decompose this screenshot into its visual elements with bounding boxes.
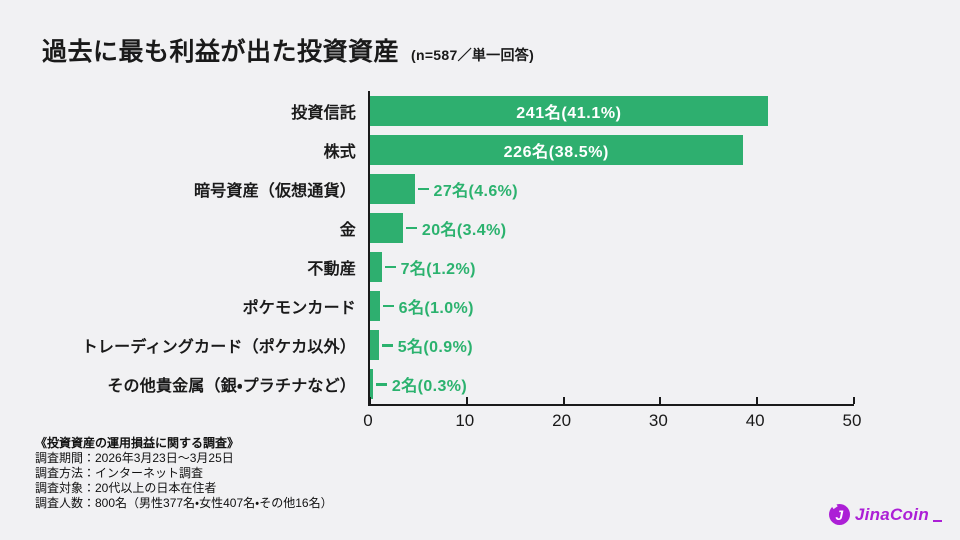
leader-line bbox=[384, 265, 396, 269]
bar-value-label: 27名(4.6%) bbox=[433, 182, 519, 200]
x-axis-tick-labels: 0 10 20 30 40 50 bbox=[363, 411, 861, 433]
category-label: 金 bbox=[339, 221, 356, 239]
x-axis-tick-label: 50 bbox=[842, 411, 862, 430]
bar-value-label: 6名(1.0%) bbox=[398, 300, 474, 318]
title-block: 過去に最も利益が出た投資資産 (n=587／単一回答) bbox=[42, 32, 534, 68]
jinacoin-logo: J JinaCoin bbox=[828, 504, 942, 525]
bar-value-label: 5名(0.9%) bbox=[397, 339, 473, 357]
x-axis-tick bbox=[465, 397, 468, 404]
x-axis-tick bbox=[853, 397, 855, 404]
x-axis-tick bbox=[756, 397, 759, 404]
bar-value-label: 20名(3.4%) bbox=[421, 221, 507, 239]
category-labels: 投資信託株式暗号資産（仮想通貨） 金不動産ポケモンカードトレーディングカード（ポケ… bbox=[0, 91, 356, 404]
footnote-line: 調査人数：800名（男性377名・女性407名・その他16名） bbox=[35, 496, 333, 510]
bar-row: 226名(38.5%) bbox=[370, 134, 854, 165]
bar bbox=[370, 173, 415, 204]
logo-tail-mark bbox=[933, 519, 942, 522]
bar bbox=[370, 369, 373, 400]
jinacoin-coin-icon: J bbox=[828, 504, 850, 525]
x-axis-tick-label: 10 bbox=[455, 411, 475, 430]
footnote-line: 調査期間：2026年3月23日～3月25日 bbox=[35, 451, 234, 465]
bar bbox=[370, 291, 380, 322]
bar-value-label: 241名(41.1%) bbox=[516, 104, 622, 122]
leader-line bbox=[375, 383, 387, 386]
plot-area: 241名(41.1%) 226名(38.5%) 27名(4.6%) 20名(3.4%)… bbox=[368, 91, 855, 406]
x-axis-tick-label: 30 bbox=[648, 411, 668, 430]
category-label: 不動産 bbox=[307, 261, 356, 279]
bar bbox=[370, 212, 403, 243]
bar-row: 241名(41.1%) bbox=[370, 95, 854, 126]
x-axis-tick-label: 40 bbox=[745, 411, 765, 430]
page-title: 過去に最も利益が出た投資資産 bbox=[42, 38, 400, 66]
leader-line bbox=[417, 187, 429, 191]
x-axis-tick bbox=[659, 397, 662, 404]
bar-value-label: 2名(0.3%) bbox=[391, 378, 468, 396]
leader-line bbox=[382, 304, 394, 308]
x-axis-tick bbox=[562, 397, 565, 404]
title-sample-note: (n=587／単一回答) bbox=[411, 47, 535, 63]
x-axis-tick-label: 20 bbox=[552, 411, 572, 430]
bar bbox=[370, 330, 379, 361]
category-label: トレーディングカード（ポケカ以外） bbox=[81, 339, 356, 357]
bar-row: 20名(3.4%) bbox=[370, 212, 854, 243]
bar-row: 27名(4.6%) bbox=[370, 173, 854, 204]
bar-value-label: 7名(1.2%) bbox=[400, 261, 476, 279]
category-label: 株式 bbox=[323, 143, 356, 161]
bar-row: 6名(1.0%) bbox=[370, 291, 854, 322]
bar-value-label: 226名(38.5%) bbox=[503, 143, 609, 161]
x-axis-tick bbox=[369, 397, 371, 404]
x-axis-tick-label: 0 bbox=[363, 411, 373, 430]
footnote-line: 調査対象：20代以上の日本在住者 bbox=[35, 481, 217, 495]
bar-row: 7名(1.2%) bbox=[370, 252, 854, 283]
footnote-line: 調査方法：インターネット調査 bbox=[35, 466, 204, 480]
logo-text: JinaCoin bbox=[854, 504, 929, 524]
bar: 226名(38.5%) bbox=[370, 134, 743, 165]
category-label: 暗号資産（仮想通貨） bbox=[193, 182, 356, 200]
leader-line bbox=[381, 344, 393, 347]
bar-row: 2名(0.3%) bbox=[370, 369, 854, 400]
category-label: ポケモンカード bbox=[242, 300, 356, 318]
footnote: 《投資資産の運用損益に関する調査》 調査期間：2026年3月23日～3月25日調… bbox=[35, 436, 333, 511]
category-label: その他貴金属（銀・プラチナなど） bbox=[107, 378, 356, 396]
leader-line bbox=[405, 226, 417, 230]
footnote-heading: 《投資資産の運用損益に関する調査》 bbox=[35, 436, 240, 450]
bar-row: 5名(0.9%) bbox=[370, 330, 854, 361]
bar: 241名(41.1%) bbox=[370, 95, 768, 126]
category-label: 投資信託 bbox=[291, 104, 356, 122]
bar bbox=[370, 252, 382, 283]
